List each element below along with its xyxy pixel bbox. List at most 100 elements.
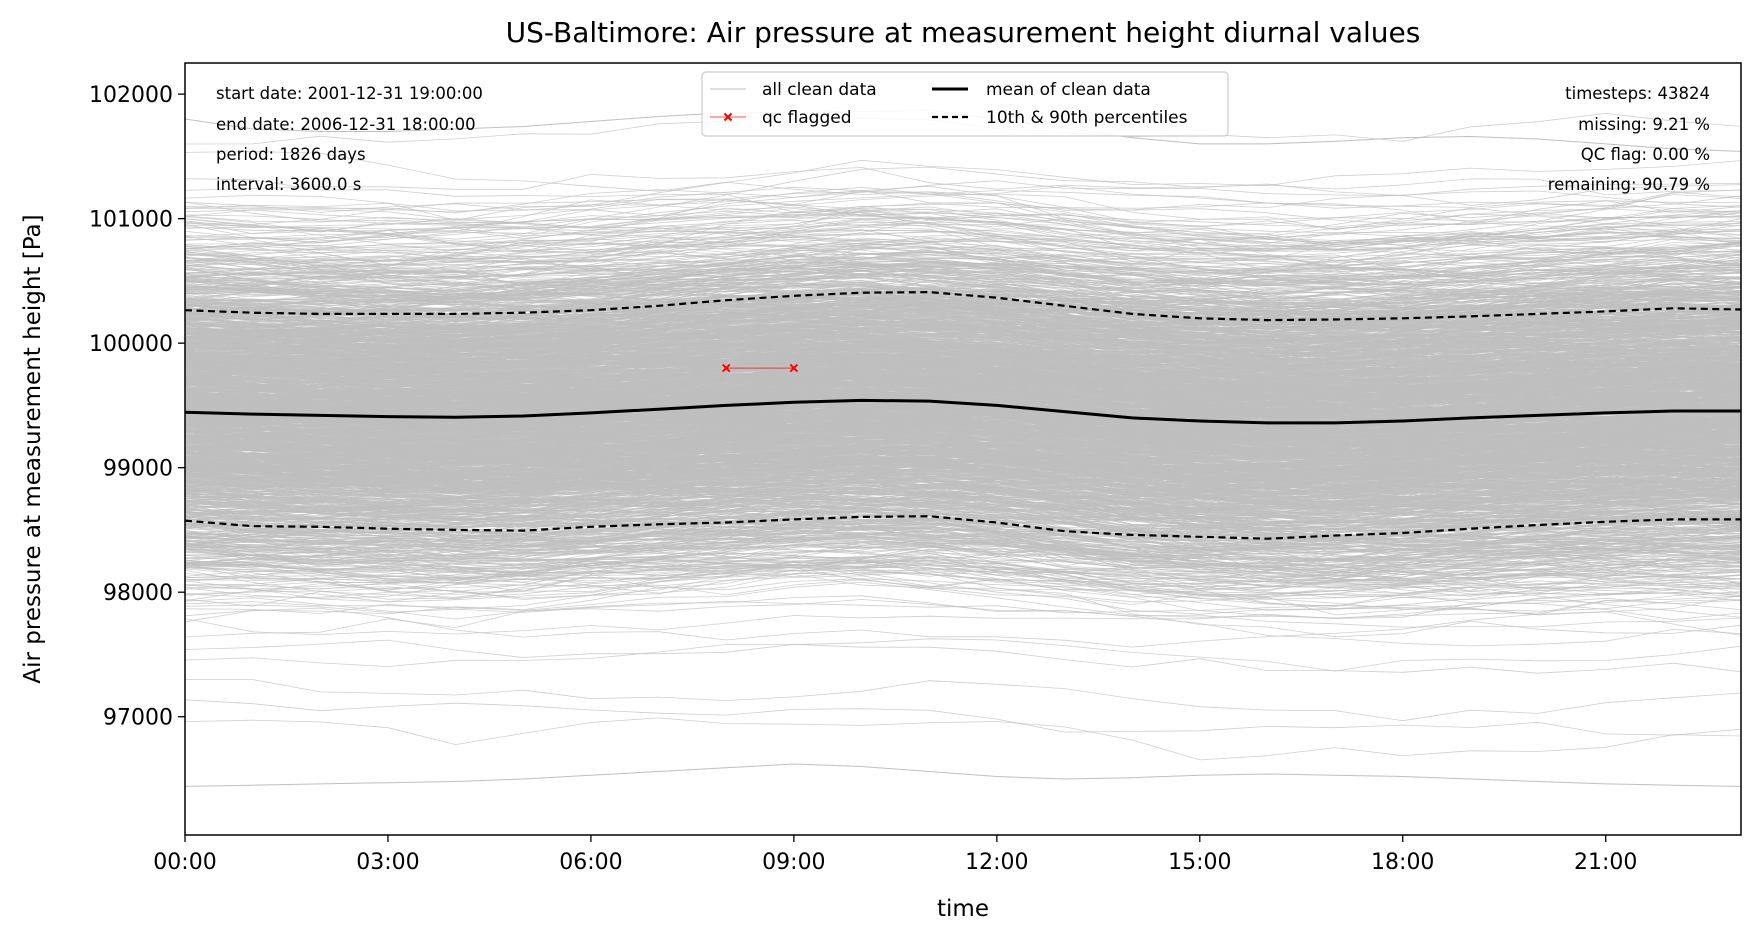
x-tick-label: 09:00 (762, 850, 825, 875)
day-trace (185, 294, 1741, 356)
day-trace (185, 320, 1741, 368)
day-trace (185, 477, 1741, 519)
day-trace (185, 449, 1741, 499)
day-trace (185, 476, 1741, 496)
day-trace (185, 584, 1741, 636)
day-trace (185, 548, 1741, 586)
day-trace (185, 217, 1741, 276)
day-trace (185, 488, 1741, 596)
day-trace (185, 195, 1741, 266)
legend-all-clean-label: all clean data (762, 80, 877, 100)
day-trace (185, 384, 1741, 421)
day-trace (185, 552, 1741, 596)
legend-qc-label: qc flagged (762, 108, 852, 128)
day-trace (185, 193, 1741, 257)
day-trace (185, 454, 1741, 505)
day-trace (185, 481, 1741, 530)
day-trace (185, 420, 1741, 507)
day-trace (185, 210, 1741, 275)
legend: all clean data qc flagged mean of clean … (701, 71, 1229, 137)
x-axis: 00:00 03:00 06:00 09:00 12:00 15:00 18:00 21:00 (153, 835, 1637, 875)
day-trace (185, 219, 1741, 262)
day-trace (185, 444, 1741, 513)
day-trace (185, 221, 1741, 250)
day-trace (185, 463, 1741, 493)
day-trace (185, 557, 1741, 592)
day-trace (185, 420, 1741, 507)
day-trace (185, 409, 1741, 472)
day-trace (185, 245, 1741, 296)
day-trace (185, 535, 1741, 580)
day-trace (185, 402, 1741, 425)
day-trace (185, 373, 1741, 428)
day-trace (185, 499, 1741, 526)
day-trace (185, 520, 1741, 586)
day-trace (185, 178, 1741, 267)
day-trace (185, 393, 1741, 436)
day-trace (185, 534, 1741, 607)
info-qc-flag: QC flag: 0.00 % (1581, 145, 1710, 164)
day-trace (185, 217, 1741, 252)
percentile-90-line (185, 291, 1741, 322)
day-trace (185, 553, 1741, 581)
day-trace (185, 336, 1741, 376)
x-tick-label: 06:00 (559, 850, 622, 875)
day-trace (185, 236, 1741, 279)
day-trace (185, 699, 1741, 736)
day-trace (185, 464, 1741, 508)
day-trace (185, 428, 1741, 456)
day-trace (185, 514, 1741, 551)
day-trace (185, 509, 1741, 553)
legend-mean-label: mean of clean data (986, 80, 1151, 100)
day-trace (185, 581, 1741, 619)
summary-series (185, 291, 1741, 540)
day-trace (185, 159, 1741, 212)
y-axis-title: Air pressure at measurement height [Pa] (20, 214, 46, 683)
day-trace (185, 552, 1741, 607)
day-trace (185, 639, 1741, 674)
day-trace (185, 328, 1741, 375)
day-trace (185, 471, 1741, 578)
day-trace (185, 315, 1741, 359)
day-trace (185, 562, 1741, 597)
day-trace (185, 503, 1741, 528)
day-trace (185, 393, 1741, 427)
day-trace (185, 304, 1741, 357)
day-trace (185, 223, 1741, 298)
x-tick-label: 18:00 (1371, 850, 1434, 875)
day-trace (185, 267, 1741, 317)
day-trace (185, 474, 1741, 520)
day-trace (185, 241, 1741, 351)
day-trace (185, 679, 1741, 722)
day-trace (185, 336, 1741, 377)
day-trace (185, 409, 1741, 446)
day-trace (185, 180, 1741, 214)
day-trace (185, 191, 1741, 250)
y-tick-label: 98000 (103, 581, 173, 606)
day-trace (185, 460, 1741, 528)
day-trace (185, 322, 1741, 370)
day-trace (185, 261, 1741, 311)
day-trace (185, 406, 1741, 437)
y-tick-label: 97000 (103, 706, 173, 731)
day-trace (185, 266, 1741, 295)
day-trace (185, 303, 1741, 356)
day-trace (185, 213, 1741, 281)
day-trace (185, 459, 1741, 504)
day-trace (185, 448, 1741, 472)
info-left: start date: 2001-12-31 19:00:00 end date… (216, 84, 483, 194)
legend-box (701, 71, 1229, 137)
day-trace (185, 280, 1741, 334)
day-trace (185, 364, 1741, 428)
day-trace (185, 301, 1741, 345)
day-trace (185, 256, 1741, 299)
day-trace (185, 379, 1741, 434)
day-trace (185, 454, 1741, 498)
y-tick-label: 99000 (103, 457, 173, 482)
day-trace (185, 341, 1741, 408)
day-trace (185, 300, 1741, 336)
day-trace (185, 717, 1741, 761)
day-trace (185, 239, 1741, 288)
lowest-day-trace (185, 763, 1741, 787)
day-trace (185, 527, 1741, 585)
